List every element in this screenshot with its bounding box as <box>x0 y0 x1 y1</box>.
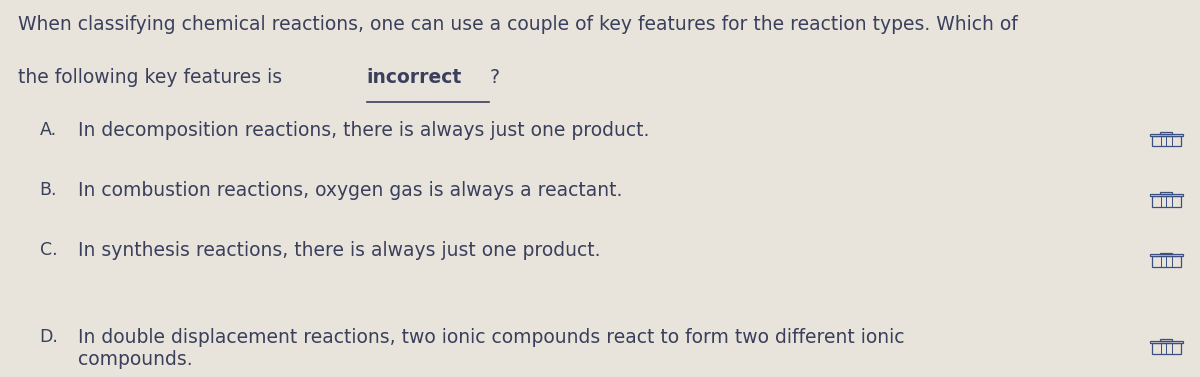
Text: In double displacement reactions, two ionic compounds react to form two differen: In double displacement reactions, two io… <box>78 328 905 369</box>
Text: In synthesis reactions, there is always just one product.: In synthesis reactions, there is always … <box>78 241 600 260</box>
Text: the following key features is: the following key features is <box>18 68 288 87</box>
Text: When classifying chemical reactions, one can use a couple of key features for th: When classifying chemical reactions, one… <box>18 15 1018 34</box>
Text: incorrect: incorrect <box>366 68 462 87</box>
Text: D.: D. <box>40 328 59 346</box>
Text: A.: A. <box>40 121 56 139</box>
Text: ?: ? <box>490 68 499 87</box>
Text: In combustion reactions, oxygen gas is always a reactant.: In combustion reactions, oxygen gas is a… <box>78 181 623 200</box>
Text: C.: C. <box>40 241 58 259</box>
Text: B.: B. <box>40 181 58 199</box>
Text: In decomposition reactions, there is always just one product.: In decomposition reactions, there is alw… <box>78 121 649 139</box>
